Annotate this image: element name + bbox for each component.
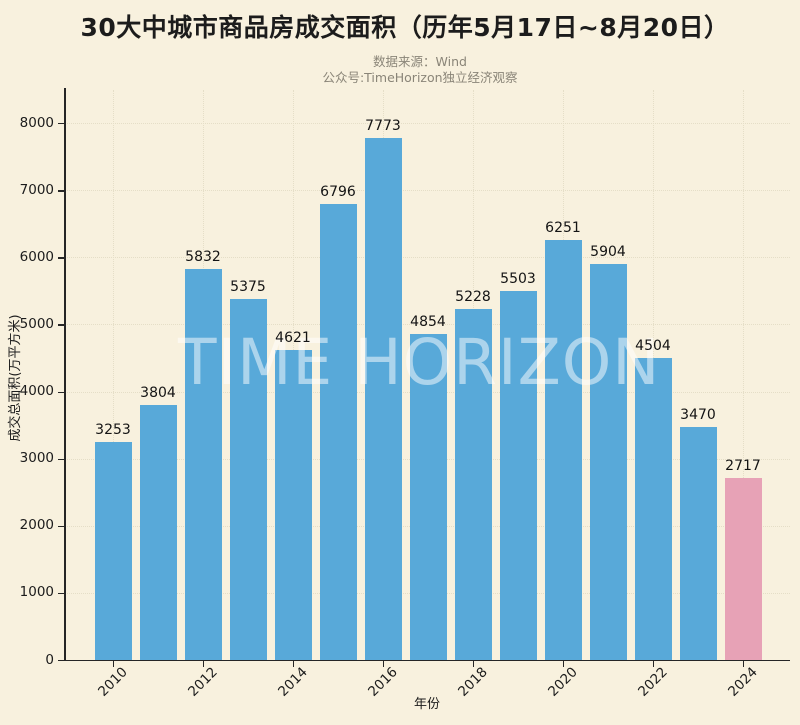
y-tick-5000: [58, 324, 64, 326]
y-tick-7000: [58, 190, 64, 192]
bar-value-label-2023: 3470: [680, 407, 716, 424]
bar-value-label-2022: 4504: [635, 337, 671, 354]
y-tick-4000: [58, 391, 64, 393]
y-tick-label-7000: 7000: [19, 181, 54, 198]
bar-value-label-2024: 2717: [725, 457, 761, 474]
chart-title: 30大中城市商品房成交面积（历年5月17日~8月20日）: [80, 13, 730, 42]
y-axis-line: [64, 88, 66, 661]
y-tick-label-6000: 6000: [19, 248, 54, 265]
bar-2023: [679, 427, 717, 660]
bar-value-label-2011: 3804: [140, 384, 176, 401]
gridline-v-2024: [743, 90, 744, 660]
x-tick-2016: [383, 661, 385, 667]
bar-2018: [454, 309, 492, 660]
bar-value-label-2010: 3253: [95, 421, 131, 438]
gridline-h-7000: [65, 190, 790, 192]
y-tick-label-0: 0: [45, 651, 54, 668]
bar-value-label-2021: 5904: [590, 243, 626, 260]
y-tick-8000: [58, 123, 64, 125]
y-tick-0: [58, 660, 64, 662]
bar-value-label-2016: 7773: [365, 118, 401, 135]
bar-2022: [634, 357, 672, 660]
y-axis-title: 成交总面积(万平方米): [8, 314, 23, 442]
bar-2024: [724, 477, 762, 660]
gridline-h-6000: [65, 257, 790, 259]
x-tick-2020: [563, 661, 565, 667]
bar-2020: [544, 240, 582, 660]
y-tick-label-1000: 1000: [19, 584, 54, 601]
bar-2016: [364, 138, 402, 660]
bar-value-label-2013: 5375: [230, 279, 266, 296]
bar-2021: [589, 263, 627, 660]
x-tick-2024: [743, 661, 745, 667]
x-tick-2022: [653, 661, 655, 667]
bar-value-label-2020: 6251: [545, 220, 581, 237]
bar-value-label-2017: 4854: [410, 314, 446, 331]
y-tick-2000: [58, 525, 64, 528]
y-tick-1000: [58, 592, 64, 595]
bar-2012: [184, 268, 222, 660]
bar-value-label-2018: 5228: [455, 289, 491, 306]
y-tick-6000: [58, 257, 64, 259]
y-tick-label-4000: 4000: [19, 383, 54, 399]
gridline-v-2010: [113, 90, 114, 660]
y-tick-label-3000: 3000: [19, 450, 54, 467]
chart-subtitle-source: 数据来源：Wind: [373, 54, 467, 69]
x-axis-title: 年份: [413, 697, 440, 712]
bar-value-label-2015: 6796: [320, 183, 356, 200]
gridline-h-8000: [65, 123, 790, 124]
bar-value-label-2019: 5503: [500, 270, 536, 287]
x-tick-2014: [293, 661, 295, 667]
y-tick-label-8000: 8000: [19, 114, 54, 131]
bar-2015: [319, 203, 357, 660]
bar-2017: [409, 334, 447, 660]
y-tick-label-5000: 5000: [19, 315, 54, 332]
x-tick-2018: [473, 661, 475, 667]
bar-2019: [499, 290, 537, 660]
x-tick-2012: [203, 661, 205, 667]
chart-subtitle-account: 公众号:TimeHorizon独立经济观察: [322, 70, 518, 85]
x-axis-line: [64, 659, 790, 662]
bar-value-label-2014: 4621: [275, 329, 311, 346]
bar-value-label-2012: 5832: [185, 248, 221, 265]
y-tick-3000: [58, 458, 64, 461]
gridline-h-5000: [65, 324, 790, 326]
x-tick-2010: [113, 661, 115, 667]
bar-2011: [139, 404, 177, 660]
bar-2014: [274, 349, 312, 660]
y-tick-label-2000: 2000: [19, 517, 54, 534]
bar-2013: [229, 299, 267, 660]
bar-2010: [94, 441, 132, 660]
